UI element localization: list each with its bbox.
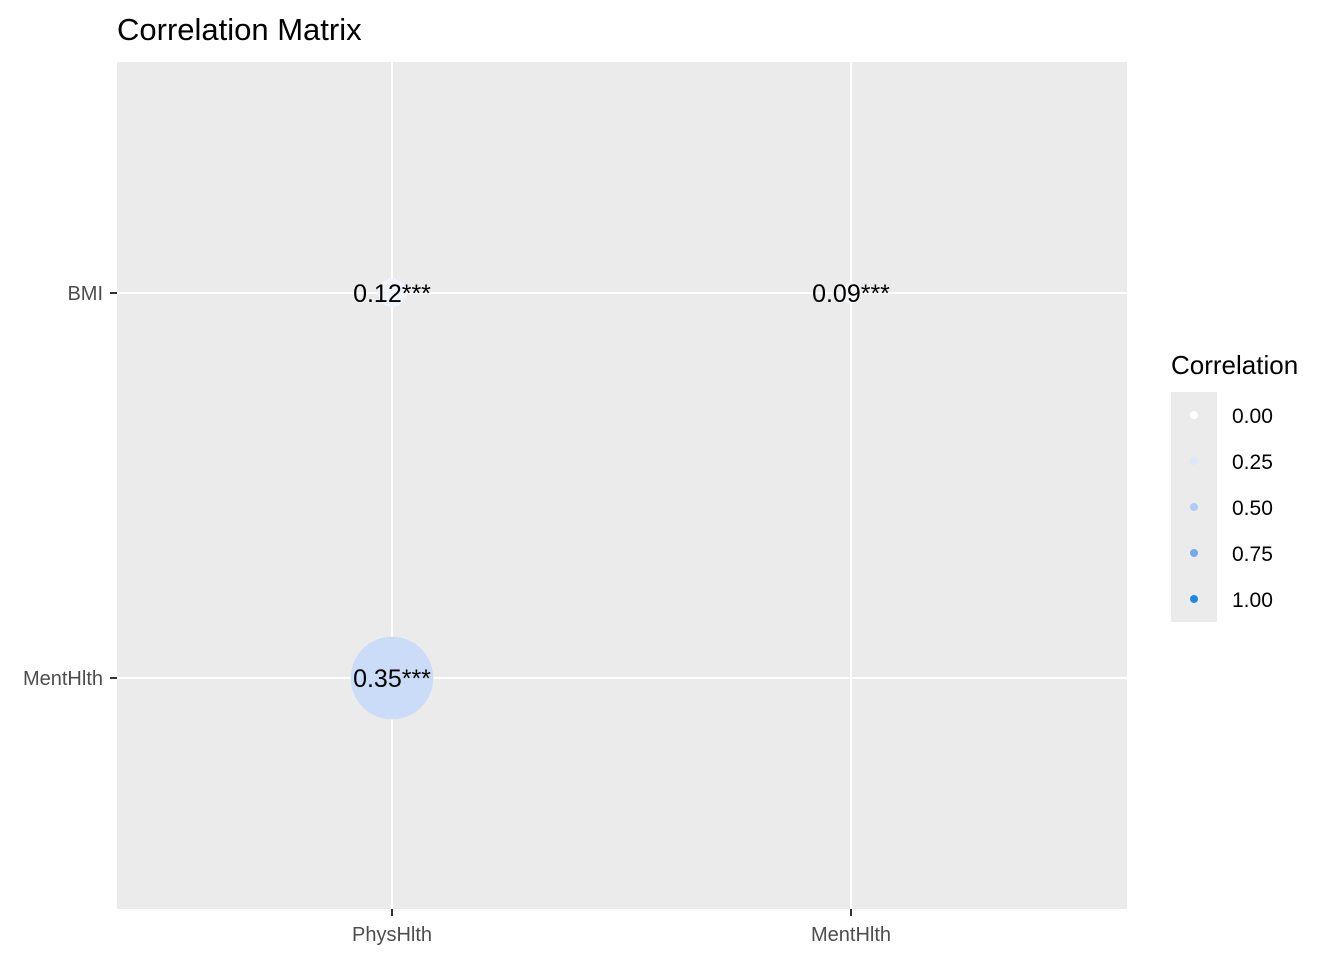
legend-label: 0.75 <box>1232 543 1273 566</box>
x-tick-label: PhysHlth <box>352 924 432 946</box>
legend-swatch <box>1190 595 1198 603</box>
legend-label: 0.25 <box>1232 451 1273 474</box>
data-label: 0.35*** <box>353 665 431 693</box>
correlation-point <box>350 636 434 720</box>
chart-title: Correlation Matrix <box>117 12 362 47</box>
y-tick-label: MentHlth <box>23 668 103 690</box>
legend-title: Correlation <box>1171 350 1298 380</box>
legend-swatch <box>1190 457 1198 465</box>
y-tick-label: BMI <box>67 283 103 305</box>
grid-lines <box>117 62 1127 909</box>
legend-label: 1.00 <box>1232 589 1273 612</box>
legend-swatch <box>1190 411 1198 419</box>
axes: PhysHlth MentHlth BMI MentHlth <box>23 283 891 946</box>
correlation-point <box>840 282 862 304</box>
legend-swatch <box>1190 549 1198 557</box>
legend-label: 0.50 <box>1232 497 1273 520</box>
data-label: 0.12*** <box>353 280 431 308</box>
legend-label: 0.00 <box>1232 405 1273 428</box>
legend: Correlation 0.00 0.25 0.50 0.75 1.00 <box>1171 350 1298 622</box>
correlation-point <box>377 278 407 308</box>
data-marks: 0.12*** 0.09*** 0.35*** <box>350 278 890 720</box>
x-tick-label: MentHlth <box>811 924 891 946</box>
plot-panel <box>117 62 1127 909</box>
legend-swatch <box>1190 503 1198 511</box>
data-label: 0.09*** <box>812 280 890 308</box>
